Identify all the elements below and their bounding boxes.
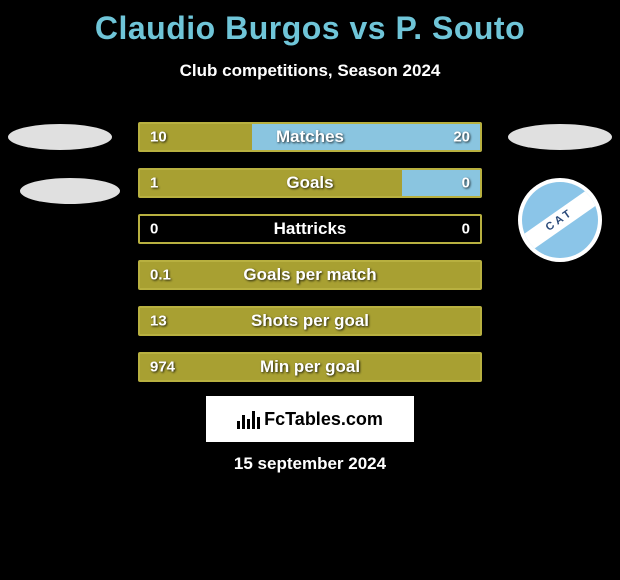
decorative-ellipse-left-bottom [20, 178, 120, 204]
brand-footer: FcTables.com [206, 396, 414, 442]
footer-date: 15 september 2024 [0, 454, 620, 474]
brand-chart-icon [237, 409, 260, 429]
bar-label: Hattricks [140, 219, 480, 239]
team-logo-text: CAT [544, 206, 576, 233]
bar-label: Matches [140, 127, 480, 147]
comparison-bars: 1020Matches 10Goals 00Hattricks 0.1Goals pe… [138, 122, 482, 398]
bar-row: 1020Matches [138, 122, 482, 152]
bar-label: Shots per goal [140, 311, 480, 331]
bar-row: 00Hattricks [138, 214, 482, 244]
bar-row: 10Goals [138, 168, 482, 198]
bar-label: Goals per match [140, 265, 480, 285]
bar-label: Min per goal [140, 357, 480, 377]
bar-label: Goals [140, 173, 480, 193]
bar-row: 13Shots per goal [138, 306, 482, 336]
decorative-ellipse-left-top [8, 124, 112, 150]
brand-text: FcTables.com [264, 409, 383, 430]
page-title: Claudio Burgos vs P. Souto [0, 0, 620, 47]
team-logo: CAT [518, 178, 602, 262]
page-subtitle: Club competitions, Season 2024 [0, 61, 620, 81]
bar-row: 0.1Goals per match [138, 260, 482, 290]
team-logo-stripe: CAT [522, 186, 598, 253]
team-logo-circle: CAT [522, 182, 598, 258]
decorative-ellipse-right-top [508, 124, 612, 150]
bar-row: 974Min per goal [138, 352, 482, 382]
